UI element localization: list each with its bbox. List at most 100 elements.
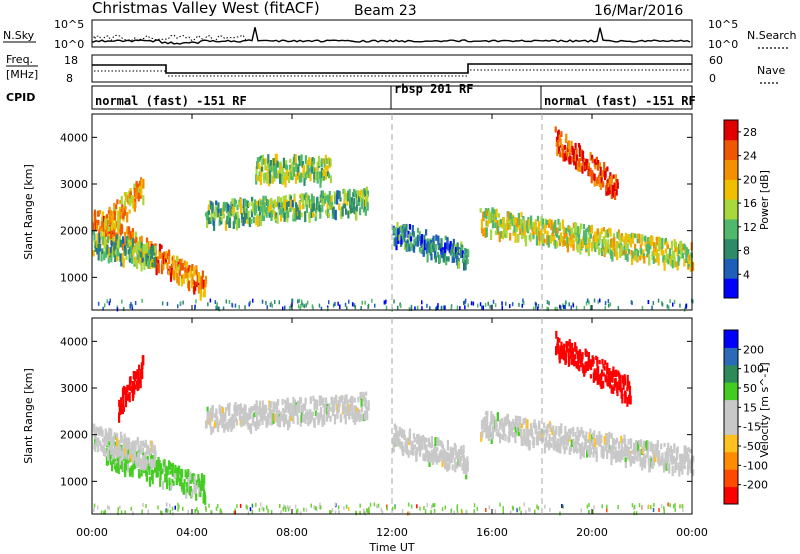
scatter-cell bbox=[342, 401, 345, 413]
noise-cell bbox=[359, 503, 361, 508]
scatter-cell bbox=[550, 442, 553, 448]
scatter-cell bbox=[256, 175, 259, 182]
scatter-cell bbox=[218, 213, 221, 220]
scatter-cell bbox=[688, 459, 692, 465]
scatter-cell bbox=[440, 451, 443, 459]
scatter-cell bbox=[486, 410, 489, 417]
scatter-cell bbox=[305, 197, 308, 205]
scatter-cell bbox=[206, 411, 209, 421]
scatter-cell bbox=[340, 394, 343, 403]
scatter-cell bbox=[204, 280, 207, 288]
scatter-cell bbox=[450, 449, 453, 458]
scatter-cell bbox=[239, 416, 242, 421]
scatter-cell bbox=[201, 270, 204, 278]
scatter-cell bbox=[250, 210, 254, 218]
scatter-cell bbox=[516, 421, 519, 431]
scatter-cell bbox=[312, 212, 315, 218]
scatter-cell bbox=[151, 454, 155, 463]
scatter-cell bbox=[252, 216, 255, 224]
scatter-cell bbox=[627, 438, 630, 445]
scatter-cell bbox=[239, 411, 242, 420]
scatter-cell bbox=[396, 221, 399, 230]
freq-label-1: Freq. bbox=[6, 53, 33, 66]
scatter-cell bbox=[306, 194, 309, 200]
scatter-cell bbox=[407, 243, 410, 249]
scatter-cell bbox=[504, 434, 507, 442]
scatter-cell bbox=[143, 261, 146, 270]
freq-panel: Freq. [MHz] 18 8 60 0 Nave bbox=[6, 53, 785, 85]
noise-cell bbox=[315, 506, 318, 511]
scatter-cell bbox=[272, 203, 275, 209]
scatter-cell bbox=[141, 364, 144, 370]
scatter-cell bbox=[432, 235, 435, 244]
velocity-colorbar-segment bbox=[724, 486, 738, 505]
scatter-cell bbox=[220, 219, 223, 225]
noise-cell bbox=[450, 304, 453, 309]
power-colorbar-tick-label: 4 bbox=[743, 268, 750, 281]
scatter-cell bbox=[333, 414, 337, 425]
noise-cell bbox=[633, 511, 635, 516]
noise-cell bbox=[364, 300, 366, 305]
noise-cell bbox=[682, 507, 684, 512]
scatter-cell bbox=[606, 440, 609, 446]
scatter-cell bbox=[331, 212, 334, 219]
scatter-cell bbox=[595, 452, 598, 459]
scatter-cell bbox=[608, 368, 611, 375]
scatter-cell bbox=[246, 212, 249, 221]
noise-cell bbox=[274, 300, 276, 304]
noise-cell bbox=[104, 509, 106, 514]
scatter-cell bbox=[441, 460, 444, 468]
freq-tick-low: 8 bbox=[66, 72, 73, 85]
scatter-cell bbox=[601, 239, 604, 250]
scatter-cell bbox=[191, 264, 194, 271]
scatter-cell bbox=[526, 419, 529, 429]
scatter-cell bbox=[185, 261, 188, 270]
scatter-cell bbox=[545, 220, 548, 226]
scatter-cell bbox=[315, 404, 318, 409]
scatter-cell bbox=[602, 364, 605, 369]
scatter-cell bbox=[549, 423, 552, 433]
scatter-cell bbox=[265, 421, 268, 428]
scatter-cell bbox=[237, 215, 240, 221]
scatter-cell bbox=[676, 246, 679, 257]
scatter-cell bbox=[125, 255, 128, 260]
noise-cell bbox=[339, 304, 341, 309]
scatter-cell bbox=[346, 194, 349, 201]
scatter-cell bbox=[581, 150, 585, 162]
scatter-cell bbox=[615, 240, 618, 250]
noise-cell bbox=[522, 298, 524, 303]
noise-cell bbox=[355, 510, 357, 515]
scatter-cell bbox=[153, 256, 156, 266]
scatter-cell bbox=[341, 206, 344, 217]
scatter-cell bbox=[348, 188, 351, 200]
scatter-cell bbox=[437, 245, 440, 250]
scatter-cell bbox=[397, 228, 400, 238]
scatter-cell bbox=[215, 200, 218, 206]
scatter-cell bbox=[281, 175, 284, 183]
scatter-cell bbox=[583, 158, 586, 165]
scatter-cell bbox=[320, 395, 323, 405]
scatter-cell bbox=[323, 176, 326, 181]
scatter-cell bbox=[172, 480, 175, 486]
scatter-cell bbox=[593, 159, 596, 167]
scatter-cell bbox=[538, 230, 541, 241]
scatter-cell bbox=[411, 225, 414, 236]
scatter-cell bbox=[141, 447, 145, 453]
scatter-cell bbox=[142, 178, 145, 189]
scatter-cell bbox=[92, 221, 95, 233]
scatter-cell bbox=[616, 381, 619, 387]
noise-cell bbox=[351, 302, 354, 307]
scatter-cell bbox=[301, 404, 304, 412]
scatter-cell bbox=[622, 250, 625, 255]
scatter-cell bbox=[596, 164, 599, 171]
scatter-cell bbox=[619, 374, 622, 386]
scatter-cell bbox=[533, 225, 536, 232]
scatter-cell bbox=[574, 443, 577, 452]
velocity-colorbar-segment bbox=[724, 469, 738, 488]
scatter-cell bbox=[360, 398, 363, 408]
scatter-cell bbox=[524, 417, 527, 424]
scatter-cell bbox=[601, 170, 604, 178]
noise-cell bbox=[381, 510, 384, 515]
scatter-cell bbox=[358, 200, 361, 206]
